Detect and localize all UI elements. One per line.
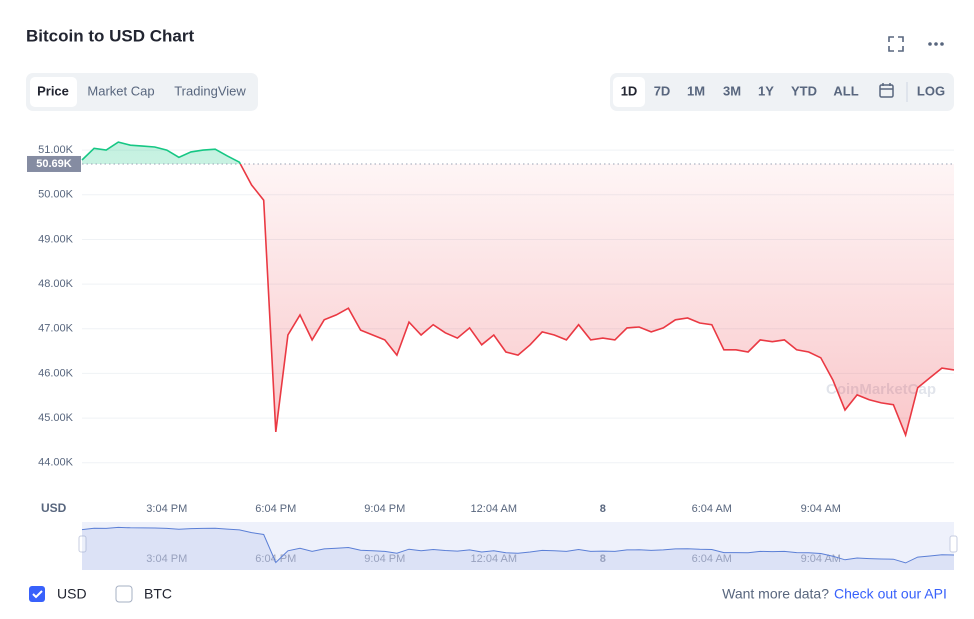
navigator-handle[interactable]	[78, 535, 87, 553]
checkbox-checked[interactable]	[29, 586, 45, 602]
range-button[interactable]: YTD	[791, 83, 817, 98]
active-tab	[30, 77, 77, 107]
area-above	[82, 142, 954, 164]
range-button[interactable]: 1M	[687, 83, 705, 98]
active-range	[613, 77, 645, 107]
checkmark	[32, 590, 43, 599]
y-axis-label: USD	[41, 501, 67, 515]
x-tick-label: 6:04 PM	[255, 503, 296, 515]
x-tick-label: 9:04 AM	[801, 503, 841, 515]
price-line-down	[239, 163, 955, 438]
y-tick-label: 51.00K	[38, 144, 74, 156]
checkbox-label[interactable]: USD	[57, 586, 87, 602]
area-below	[240, 163, 954, 436]
range-button[interactable]: 3M	[723, 83, 741, 98]
chart-title: Bitcoin to USD Chart	[26, 26, 194, 45]
fullscreen-icon[interactable]	[888, 36, 904, 52]
navigator-tick-label: 6:04 PM	[255, 553, 296, 565]
range-button[interactable]: 7D	[654, 83, 671, 98]
tab[interactable]: Price	[37, 83, 69, 98]
y-tick-label: 49.00K	[38, 233, 74, 245]
price-line-up	[81, 141, 242, 164]
y-tick-label: 46.00K	[38, 367, 74, 379]
more-icon[interactable]	[928, 42, 944, 46]
range-button[interactable]: 1Y	[758, 83, 774, 98]
tab-group	[26, 73, 258, 111]
api-link[interactable]: Check out our API	[834, 586, 947, 602]
x-tick-label: 12:04 AM	[471, 503, 517, 515]
y-tick-label: 48.00K	[38, 278, 74, 290]
navigator-tick-label: 8	[600, 553, 606, 565]
y-tick-label: 44.00K	[38, 457, 74, 469]
navigator-tick-label: 6:04 AM	[692, 553, 732, 565]
x-tick-label: 9:04 PM	[364, 503, 405, 515]
x-tick-label: 8	[600, 503, 606, 515]
navigator-background	[82, 522, 954, 570]
y-tick-label: 47.00K	[38, 323, 74, 335]
footer-text: Want more data?	[722, 586, 829, 602]
tab[interactable]: Market Cap	[87, 83, 154, 98]
range-button[interactable]: 1D	[621, 83, 638, 98]
checkbox[interactable]	[115, 585, 133, 603]
navigator-area	[82, 527, 954, 570]
range-button[interactable]: ALL	[833, 83, 858, 98]
navigator-line	[81, 526, 955, 564]
navigator-handle[interactable]	[949, 535, 958, 553]
y-tick-label: 50.00K	[38, 189, 74, 201]
baseline-label: 50.69K	[36, 158, 72, 170]
navigator-tick-label: 12:04 AM	[471, 553, 517, 565]
range-group	[610, 73, 954, 111]
x-tick-label: 3:04 PM	[146, 503, 187, 515]
checkbox-label[interactable]: BTC	[144, 586, 172, 602]
navigator-tick-label: 9:04 PM	[364, 553, 405, 565]
tab[interactable]: TradingView	[174, 83, 246, 98]
baseline-label-bg	[27, 155, 81, 172]
log-button[interactable]: LOG	[917, 83, 945, 98]
y-tick-label: 45.00K	[38, 412, 74, 424]
calendar-icon[interactable]	[879, 83, 894, 98]
navigator-tick-label: 3:04 PM	[146, 553, 187, 565]
x-tick-label: 6:04 AM	[692, 503, 732, 515]
